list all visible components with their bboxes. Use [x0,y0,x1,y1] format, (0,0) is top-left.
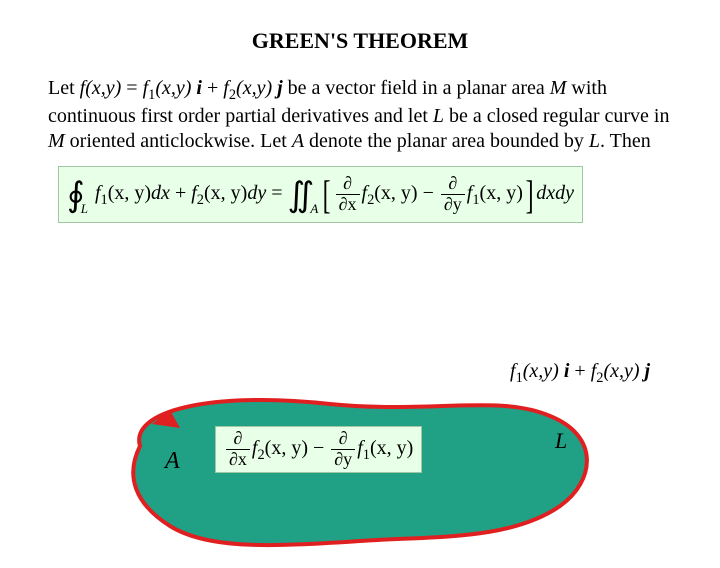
t5: denote the planar area bounded by [304,130,589,152]
iminus: − [308,437,329,459]
vector-field-label: f1(x,y) i + f2(x,y) j [510,360,650,387]
page-title: GREEN'S THEOREM [0,28,720,54]
fxy: f(x,y) [80,77,122,99]
eq-s1: 1 [101,192,108,208]
ipd1: ∂x [226,450,250,470]
main-equation: ∮L f1(x, y)dx + f2(x, y)dy = ∬A[∂∂xf2(x,… [58,166,583,223]
t4: oriented anticlockwise. Let [65,130,292,152]
vf-xy2: (x,y) [603,360,639,382]
is1: 1 [363,447,370,463]
ipn2: ∂ [331,429,355,450]
vf-s1: 1 [516,370,523,386]
eq-xy1: (x, y) [108,182,151,204]
eq-minus: − [418,182,439,204]
is2: 2 [257,447,264,463]
eq-equals: = [266,182,287,204]
frac-dy: ∂∂y [441,174,465,215]
L: L [433,105,444,127]
ipd2: ∂y [331,450,355,470]
text: Let [48,77,80,99]
vf-plus: + [569,360,590,382]
eq-s2: 2 [197,192,204,208]
theorem-statement: Let f(x,y) = f1(x,y) i + f2(x,y) j be a … [48,76,672,154]
partial-dy: ∂y [441,195,465,215]
eq-s1b: 1 [472,192,479,208]
t6: . Then [600,130,651,152]
main-equation-container: ∮L f1(x, y)dx + f2(x, y)dy = ∬A[∂∂xf2(x,… [58,166,720,223]
eq-xy4: (x, y) [480,182,523,204]
area-label: A [165,448,180,475]
eq-xy2: (x, y) [204,182,247,204]
rbracket: ] [526,171,534,218]
eq-dx: dx [151,182,170,204]
text: = [121,77,142,99]
ifrac-dx: ∂∂x [226,429,250,470]
region-diagram [20,386,700,561]
sub2: 2 [229,87,236,103]
inner-equation: ∂∂xf2(x, y) − ∂∂yf1(x, y) [215,426,422,473]
inner-equation-container: ∂∂xf2(x, y) − ∂∂yf1(x, y) [215,426,422,473]
arg: (x,y) [155,77,191,99]
ixy2: (x, y) [370,437,413,459]
curve-label: L [555,428,567,454]
M2: M [48,130,65,152]
M: M [550,77,567,99]
ixy1: (x, y) [265,437,308,459]
frac-dx: ∂∂x [336,174,360,215]
partial-n2: ∂ [441,174,465,195]
int-A: A [310,201,318,216]
eq-dxdy: dxdy [536,182,574,204]
t3: be a closed regular curve in [444,105,669,127]
arg2: (x,y) [236,77,272,99]
plus: + [202,77,223,99]
ifrac-dy: ∂∂y [331,429,355,470]
partial-dx: ∂x [336,195,360,215]
t1: be a vector field in a planar area [283,77,550,99]
L2: L [589,130,600,152]
vf-j: j [645,360,651,382]
eq-dy: dy [247,182,266,204]
eq-plus: + [170,182,191,204]
lbracket: [ [323,171,331,218]
ipn1: ∂ [226,429,250,450]
vf-xy1: (x,y) [523,360,559,382]
int-L: L [81,201,88,216]
eq-xy3: (x, y) [374,182,417,204]
A: A [292,130,304,152]
partial-n: ∂ [336,174,360,195]
